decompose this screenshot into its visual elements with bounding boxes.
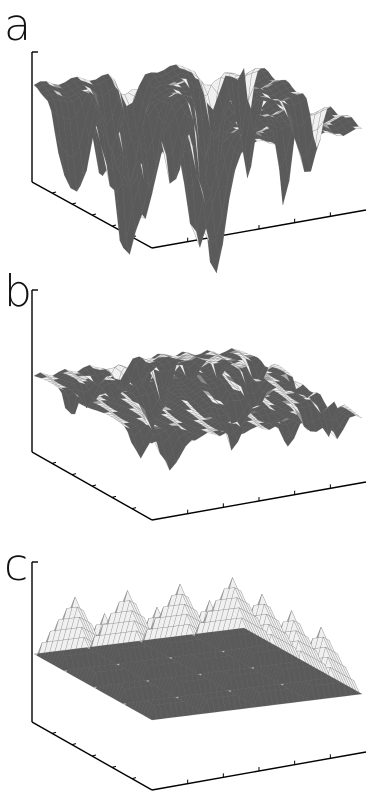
panel-label-a: a	[4, 0, 31, 51]
panel-c: c	[4, 540, 367, 791]
panel-c-surface	[33, 576, 363, 721]
panel-a: a	[4, 0, 367, 274]
panel-c-axes	[31, 561, 367, 791]
panel-b-surface	[33, 348, 363, 471]
panel-b-axes	[31, 289, 367, 521]
panel-b: b	[4, 266, 367, 521]
panel-label-b: b	[4, 266, 32, 317]
panel-label-c: c	[4, 540, 28, 591]
panel-a-axes	[31, 51, 367, 249]
panel-a-surface	[33, 64, 363, 274]
